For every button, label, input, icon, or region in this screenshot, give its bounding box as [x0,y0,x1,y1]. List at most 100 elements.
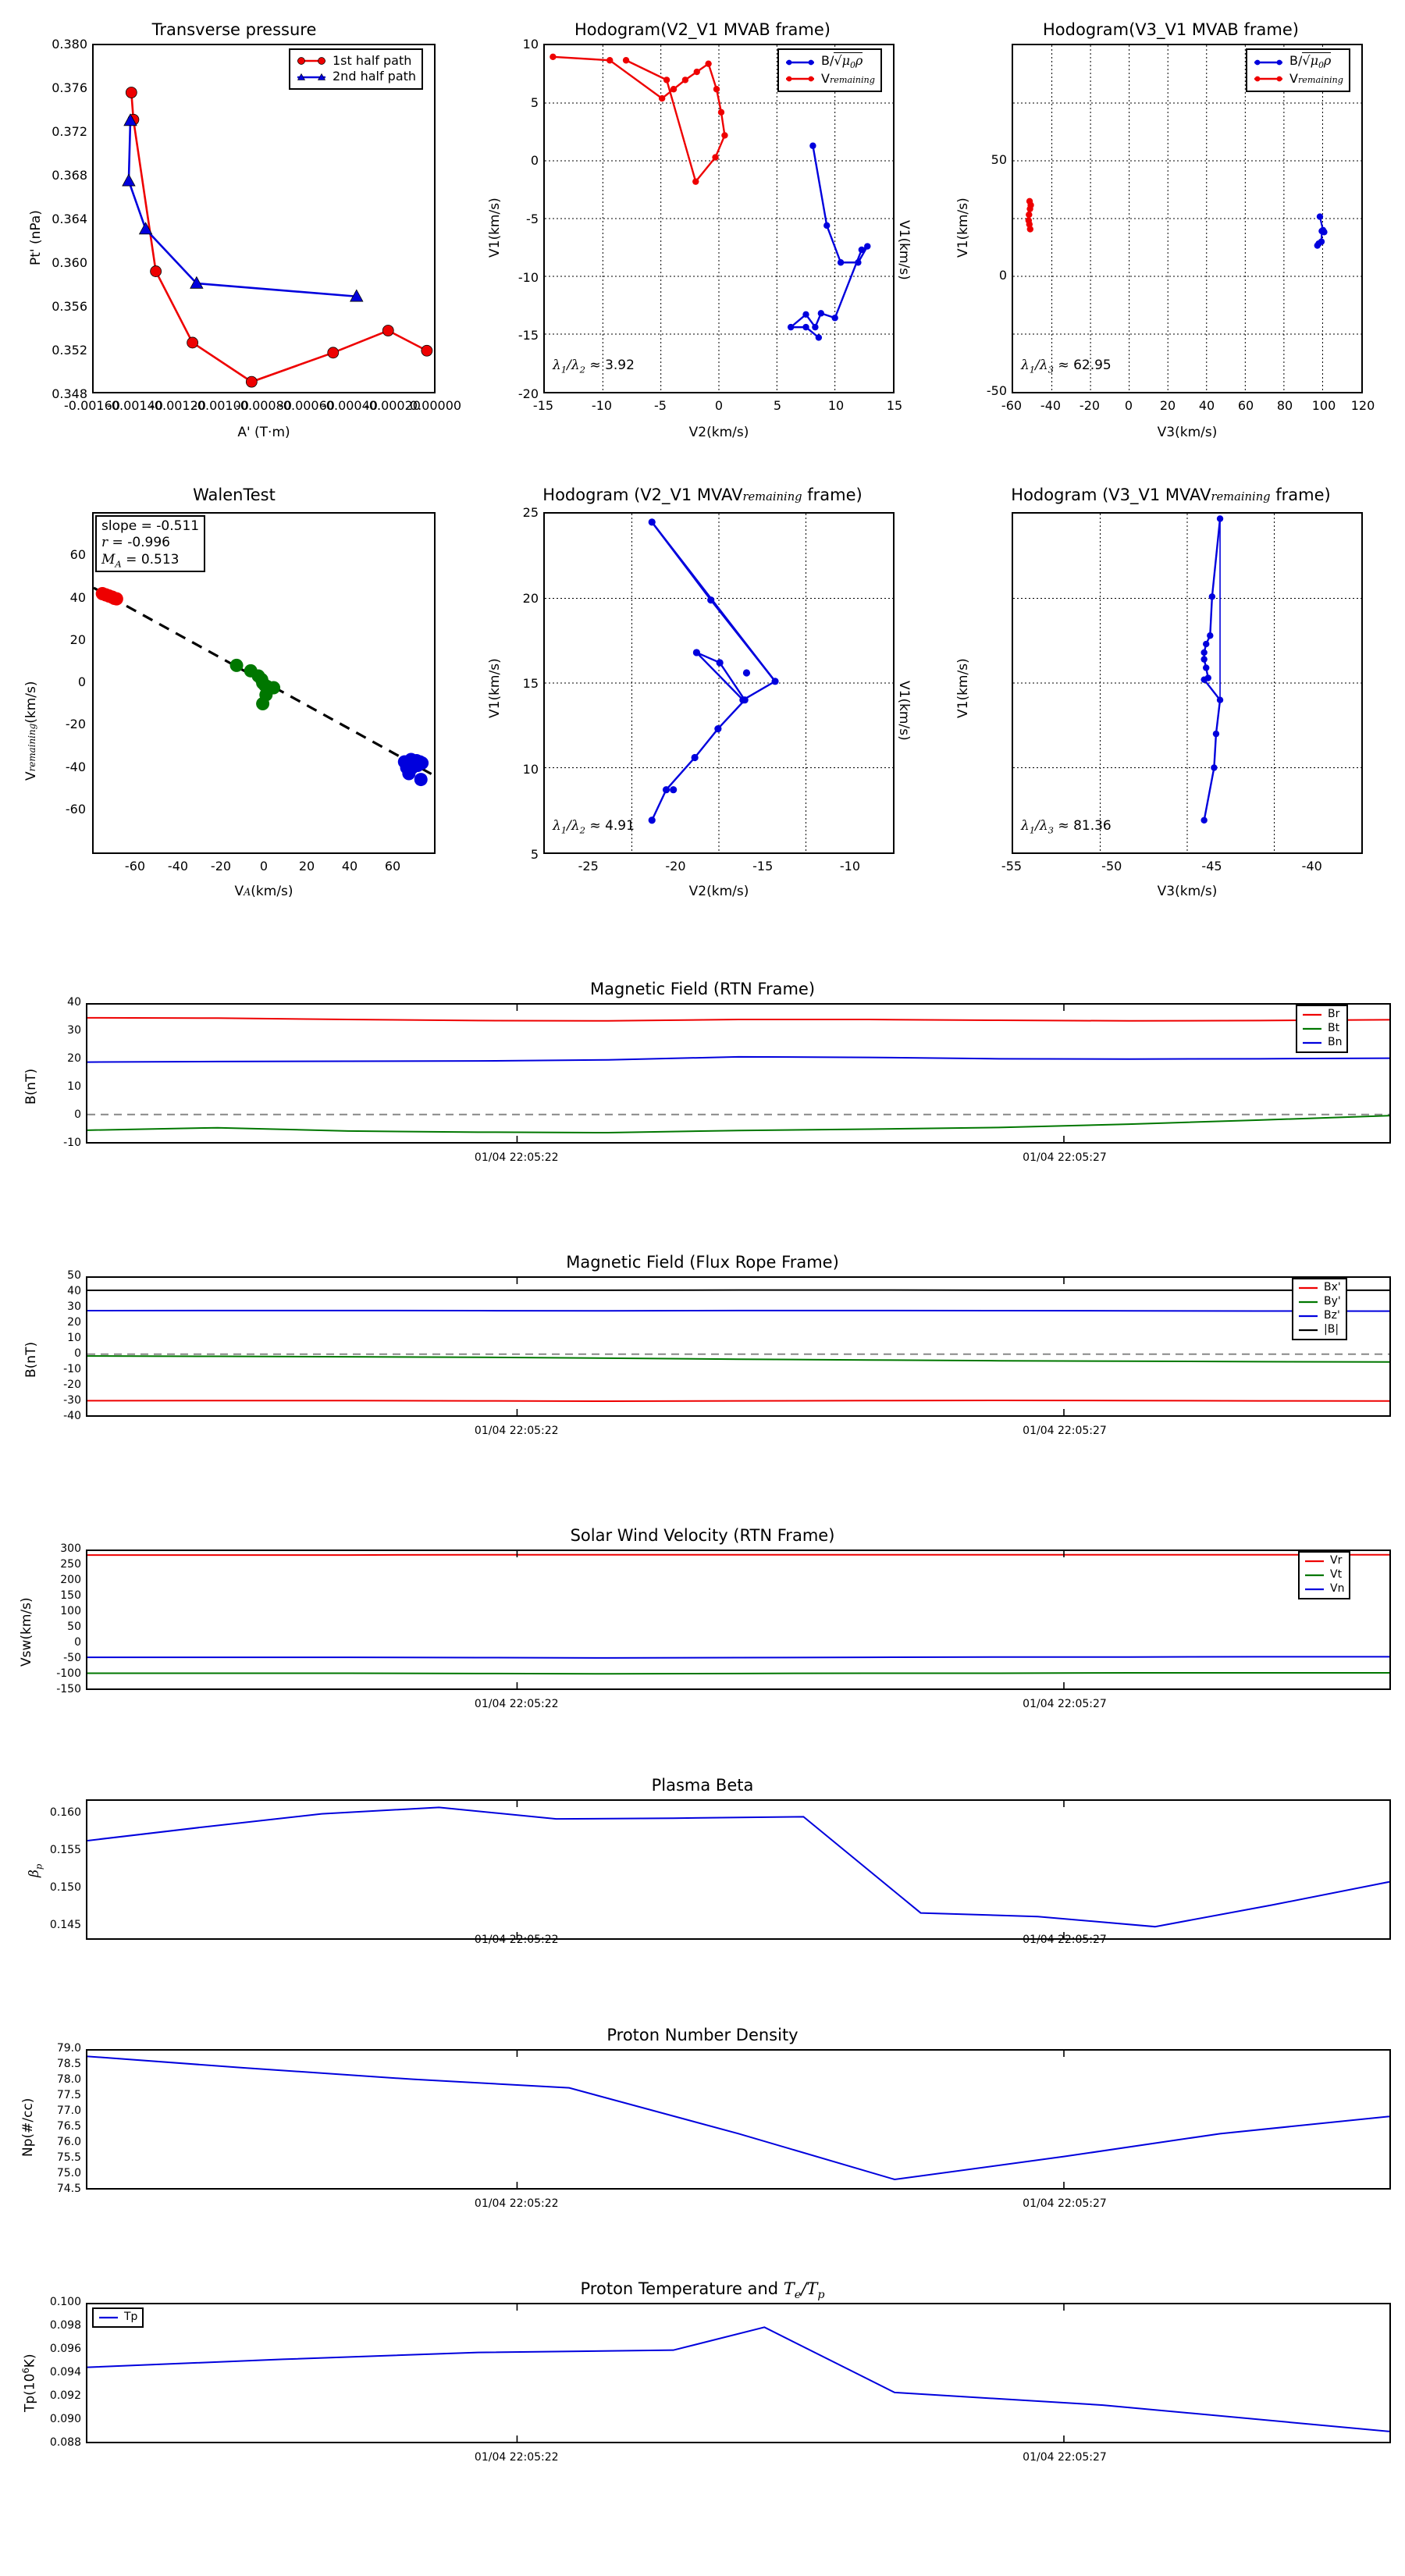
legend-item: 2nd half path [296,69,416,84]
plot-area [92,512,436,854]
legend-label: Br [1328,1008,1340,1020]
y-tick-label: 0 [77,674,86,689]
legend-line-tp [99,2317,118,2319]
y-tick-label: 75.5 [56,2151,81,2164]
y-tick-label: -50 [63,1652,81,1664]
eigenvalue-ratio-annotation: λ1/λ2 ≈ 3.92 [553,358,635,375]
legend-label-v-remaining: Vremaining [821,71,875,87]
legend-label: Vt [1330,1567,1343,1581]
panel-walen-test: WalenTest Vremaining(km/s) VA(km/s) 60 40… [0,468,468,906]
panel-plasma-beta: Plasma Beta βp 0.160 0.155 0.150 0.145 01/0… [0,1776,1405,1971]
x-axis-label: A' (T·m) [237,425,290,440]
y-tick-label: -40 [63,1410,81,1422]
legend: Tp [92,2307,144,2328]
x-tick-label: 0.00000 [409,398,462,413]
y-tick-label: -20 [63,1379,81,1391]
plot-area [92,44,436,393]
y-tick-label: 250 [60,1558,81,1571]
x-tick-label: 10 [827,398,845,413]
y-tick-label: 77.5 [56,2089,81,2101]
panel-title: Hodogram(V3_V1 MVAB frame) [1043,20,1299,39]
y-tick-label: 40 [67,1285,81,1297]
y-tick-label: 0.100 [49,2296,81,2308]
y-tick-label: 0.098 [49,2319,81,2332]
legend-line-bx [1299,1287,1318,1290]
y-tick-label: 150 [60,1589,81,1602]
x-tick-label: 20 [298,859,315,873]
x-tick-label: -45 [1201,859,1222,873]
legend-item: Vr [1304,1554,1344,1568]
legend-label: Vr [1330,1554,1343,1567]
legend-label: Tp [124,2311,138,2323]
panel-hodogram-v2v1-mvav: Hodogram (V2_V1 MVAVremaining frame) V1(… [468,468,937,906]
y-tick-label: 0.155 [49,1844,81,1856]
x-tick-label: -0.00020 [365,398,421,413]
y-axis-label: V1(km/s) [955,197,971,258]
x-tick-label: 01/04 22:05:22 [474,2197,559,2210]
x-tick-label: 60 [1237,398,1254,413]
x-tick-label: 01/04 22:05:22 [474,1934,559,1946]
y-tick-label: 0.352 [52,343,87,358]
y-tick-label: 78.0 [56,2073,81,2086]
x-axis-label: VA(km/s) [234,884,293,899]
plot-area [86,2049,1391,2190]
y-tick-label: 0.360 [52,255,87,270]
legend-item: Vremaining [1253,71,1343,87]
legend-line-br [1303,1014,1321,1016]
x-axis-label: V3(km/s) [1157,884,1218,899]
y-tick-label: 76.0 [56,2136,81,2148]
plot-area [543,512,895,854]
x-tick-label: -20 [665,859,686,873]
y-tick-label: 0.096 [49,2343,81,2355]
x-tick-label: -20 [1079,398,1101,413]
x-tick-label: 01/04 22:05:22 [474,2451,559,2464]
y-axis-label-right: V1(km/s) [896,681,912,741]
x-tick-label: 20 [1159,398,1176,413]
x-axis-label: V2(km/s) [688,425,749,440]
y-tick-label: 0 [74,1636,81,1649]
y-tick-label: 20 [69,632,86,647]
y-tick-label: 5 [530,847,539,862]
y-tick-label: 0 [74,1108,81,1121]
legend-item: Vn [1304,1582,1344,1596]
x-tick-label: -0.00100 [193,398,249,413]
y-tick-label: -30 [63,1394,81,1407]
legend-item: B/√μ0ρ [1253,52,1343,71]
legend: 1st half path 2nd half path [289,48,424,90]
plot-area [86,1799,1391,1940]
walen-alfven-mach: MA = 0.513 [101,551,180,569]
x-tick-label: -60 [1001,398,1023,413]
legend-marker-blue [1253,58,1284,67]
y-tick-label: 300 [60,1542,81,1555]
x-tick-label: 01/04 22:05:27 [1023,1425,1107,1437]
eigenvalue-ratio-value: 62.95 [1073,358,1112,373]
legend: B/√μ0ρ Vremaining [1246,48,1350,92]
y-axis-label: βp [27,1863,44,1877]
y-tick-label: 79.0 [56,2042,81,2055]
x-tick-label: -20 [210,859,232,873]
x-tick-label: 15 [886,398,903,413]
legend-line-bn [1303,1042,1321,1044]
y-tick-label: 10 [67,1332,81,1344]
y-tick-label: 0.356 [52,299,87,314]
panel-title: Proton Number Density [606,2026,799,2044]
y-tick-label: 0.380 [52,37,87,52]
panel-solar-wind-velocity: Solar Wind Velocity (RTN Frame) Vsw(km/s… [0,1526,1405,1721]
legend-label: Vn [1330,1582,1345,1595]
y-tick-label: 20 [522,590,539,606]
x-tick-label: 01/04 22:05:22 [474,1698,559,1710]
walen-stats-box: slope = -0.511 r = -0.996 MA = 0.513 [95,515,206,573]
legend-item: |B| [1298,1323,1341,1337]
panel-title: Hodogram(V2_V1 MVAB frame) [574,20,831,39]
x-tick-label: -60 [124,859,146,873]
legend-label: By' [1324,1294,1341,1308]
y-tick-label: 50 [67,1621,81,1633]
y-tick-label: 0.094 [49,2366,81,2379]
eigenvalue-ratio-value: 4.91 [605,818,635,834]
y-tick-label: 0.348 [52,386,87,401]
y-axis-label: V1(km/s) [487,197,503,258]
y-tick-label: 50 [67,1269,81,1282]
legend-marker-triangle-blue [296,73,327,82]
x-tick-label: -40 [167,859,189,873]
